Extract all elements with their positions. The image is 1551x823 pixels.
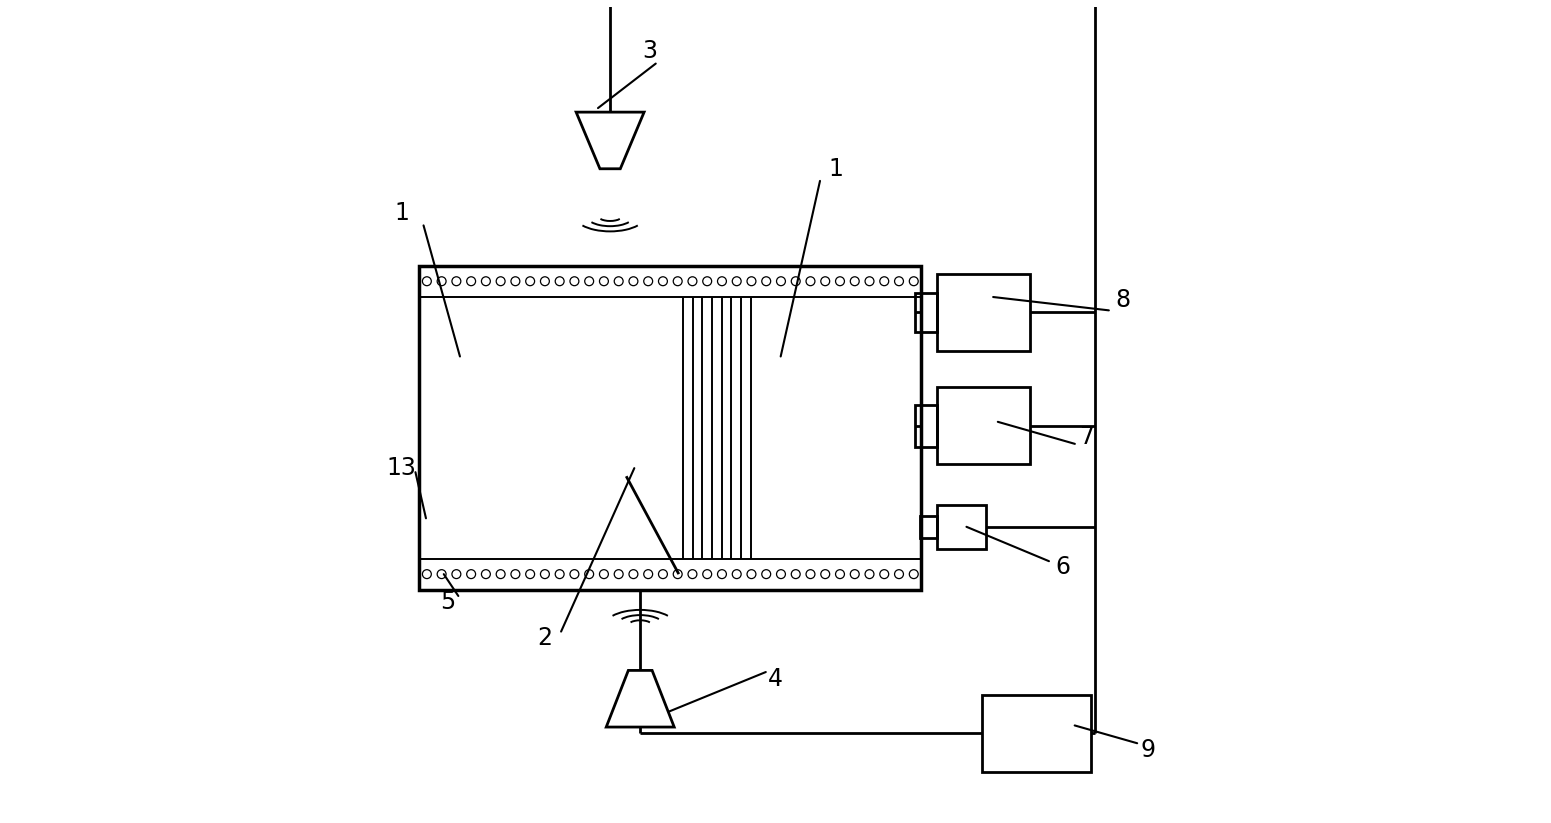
Bar	[937, 274, 1030, 351]
Text: 3: 3	[642, 40, 658, 63]
Text: 4: 4	[768, 667, 783, 690]
Bar	[920, 516, 937, 538]
Polygon shape	[575, 112, 644, 169]
Text: 9: 9	[1140, 737, 1155, 762]
Polygon shape	[606, 671, 675, 727]
Bar	[419, 266, 921, 589]
Text: 1: 1	[828, 156, 844, 181]
Text: 8: 8	[1115, 288, 1131, 312]
Text: 7: 7	[1079, 425, 1095, 449]
Bar	[937, 388, 1030, 464]
Text: 6: 6	[1055, 555, 1070, 579]
Text: 2: 2	[537, 626, 552, 650]
Bar	[915, 405, 937, 447]
Text: 1: 1	[394, 202, 409, 226]
Bar	[915, 293, 937, 332]
Text: 13: 13	[386, 456, 417, 480]
Bar	[982, 695, 1090, 771]
Bar	[937, 504, 986, 549]
Text: 5: 5	[440, 589, 456, 614]
